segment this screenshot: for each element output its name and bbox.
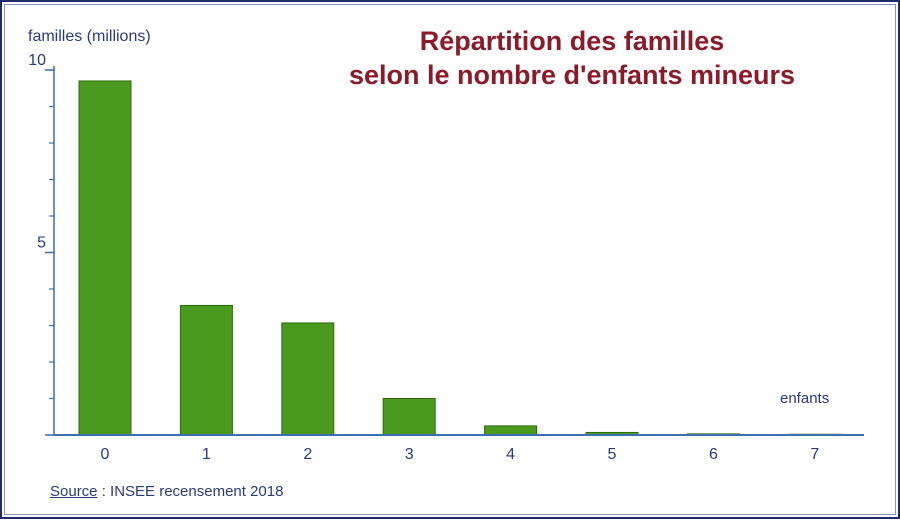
bar-3	[382, 398, 436, 436]
y-tick-label: 5	[37, 235, 46, 252]
y-tick-label: 10	[28, 52, 46, 69]
source-keyword: Source	[50, 483, 98, 500]
x-tick-label: 3	[405, 446, 414, 463]
bar-1	[179, 304, 233, 436]
y-axis-label: familles (millions)	[28, 28, 151, 45]
bar-2	[281, 322, 335, 436]
x-axis-label: enfants	[780, 390, 830, 407]
bar-0	[78, 80, 132, 436]
chart-title-line-2: selon le nombre d'enfants mineurs	[348, 60, 795, 90]
x-tick-label: 7	[810, 446, 819, 463]
chart-title: Répartition des familles selon le nombre…	[262, 24, 882, 92]
chart-title-line-1: Répartition des familles	[419, 26, 725, 56]
x-tick-label: 1	[202, 446, 211, 463]
bar-4	[484, 425, 538, 436]
x-tick-label: 5	[608, 446, 617, 463]
source-text: : INSEE recensement 2018	[97, 483, 284, 500]
x-tick-label: 6	[709, 446, 718, 463]
source-note: Source : INSEE recensement 2018	[50, 483, 283, 500]
x-tick-label: 2	[303, 446, 312, 463]
x-tick-label: 0	[101, 446, 110, 463]
x-tick-label: 4	[506, 446, 515, 463]
